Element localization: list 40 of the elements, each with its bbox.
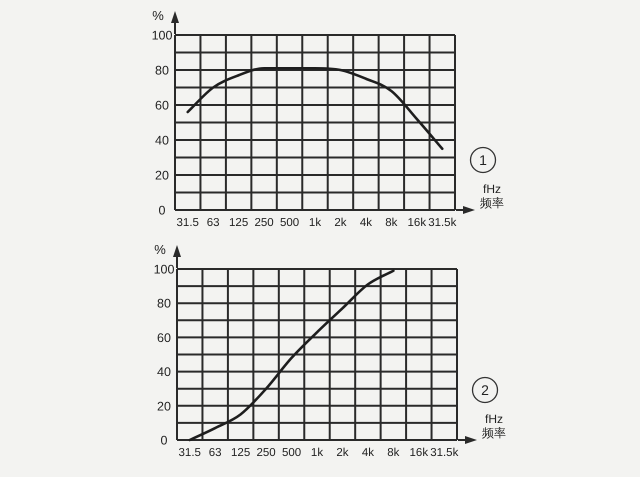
y-tick-label: 0 [158,204,166,218]
x-tick-label: 8k [387,447,400,459]
x-tick-label: 250 [254,217,274,229]
y-tick-label: 40 [155,134,169,148]
x-tick-label: 31.5k [428,217,457,229]
x-tick-label: 63 [208,447,222,459]
x-tick-label: 2k [334,217,347,229]
x-tick-label: 16k [410,447,428,459]
y-tick-label: 60 [155,98,169,112]
x-tick-label: 4k [362,447,374,459]
y-tick-label: 0 [160,434,168,448]
y-tick-label: 20 [157,399,171,414]
x-tick-label: 8k [385,217,398,229]
x-tick-label: 500 [280,217,300,229]
y-tick-label: 40 [157,365,171,380]
x-tick-label: 1k [310,447,324,459]
x-tick-label: 31.5 [176,217,199,229]
y-tick-label: 100 [154,262,174,276]
y-tick-label: 80 [155,64,169,78]
x-tick-label: 63 [206,217,220,229]
x-axis-title: fHz 频率 [482,412,506,440]
x-tick-label: 250 [256,447,276,459]
x-tick-label: 31.5 [178,447,201,459]
x-tick-label: 500 [282,447,302,459]
y-tick-label: 100 [152,28,172,42]
x-tick-label: 4k [360,217,372,229]
y-tick-label: 60 [157,330,171,345]
x-tick-label: 16k [408,217,426,229]
text: 1 [479,152,488,168]
x-tick-label: 31.5k [430,447,459,459]
text: 2 [481,382,490,398]
y-tick-label: 20 [155,168,169,182]
y-axis-title: % [152,8,164,23]
y-axis-title: % [154,242,166,257]
x-tick-label: 2k [336,447,349,459]
y-tick-label: 80 [157,296,171,311]
x-tick-label: 125 [229,217,248,229]
x-tick-label: 125 [231,447,250,459]
x-tick-label: 1k [308,217,322,229]
x-axis-title: fHz 频率 [480,182,504,210]
